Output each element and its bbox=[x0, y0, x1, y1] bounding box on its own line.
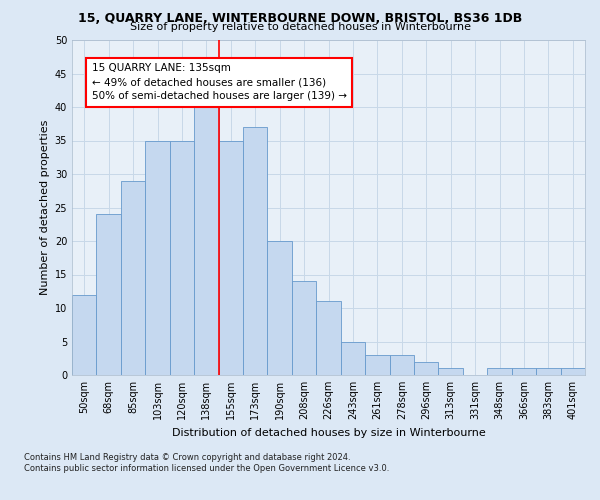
Bar bbox=[341, 342, 365, 375]
Bar bbox=[365, 355, 389, 375]
Text: Contains public sector information licensed under the Open Government Licence v3: Contains public sector information licen… bbox=[24, 464, 389, 473]
Bar bbox=[145, 140, 170, 375]
Bar bbox=[536, 368, 560, 375]
Bar bbox=[218, 140, 243, 375]
Text: Size of property relative to detached houses in Winterbourne: Size of property relative to detached ho… bbox=[130, 22, 470, 32]
Bar bbox=[560, 368, 585, 375]
Bar bbox=[316, 302, 341, 375]
Bar bbox=[268, 241, 292, 375]
Bar bbox=[97, 214, 121, 375]
Bar bbox=[389, 355, 414, 375]
Bar bbox=[194, 94, 218, 375]
Bar bbox=[439, 368, 463, 375]
Text: 15 QUARRY LANE: 135sqm
← 49% of detached houses are smaller (136)
50% of semi-de: 15 QUARRY LANE: 135sqm ← 49% of detached… bbox=[92, 64, 347, 102]
Text: Contains HM Land Registry data © Crown copyright and database right 2024.: Contains HM Land Registry data © Crown c… bbox=[24, 452, 350, 462]
Bar bbox=[292, 281, 316, 375]
Bar bbox=[243, 127, 268, 375]
Bar bbox=[170, 140, 194, 375]
Bar bbox=[72, 294, 97, 375]
Text: 15, QUARRY LANE, WINTERBOURNE DOWN, BRISTOL, BS36 1DB: 15, QUARRY LANE, WINTERBOURNE DOWN, BRIS… bbox=[78, 12, 522, 26]
Bar bbox=[414, 362, 439, 375]
Bar bbox=[487, 368, 512, 375]
X-axis label: Distribution of detached houses by size in Winterbourne: Distribution of detached houses by size … bbox=[172, 428, 485, 438]
Bar bbox=[512, 368, 536, 375]
Y-axis label: Number of detached properties: Number of detached properties bbox=[40, 120, 50, 295]
Bar bbox=[121, 180, 145, 375]
